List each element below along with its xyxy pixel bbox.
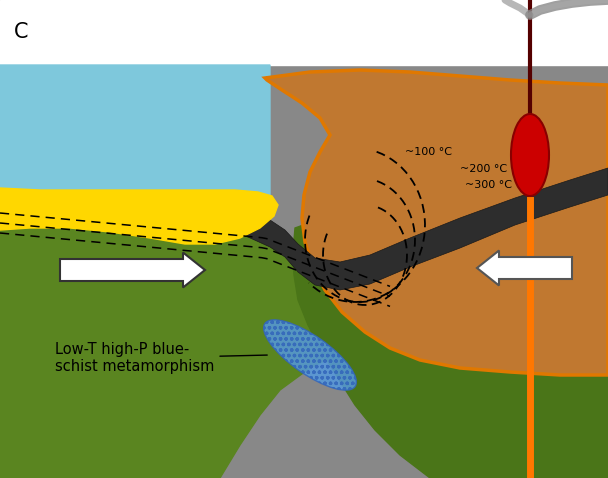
Ellipse shape bbox=[511, 114, 549, 196]
Polygon shape bbox=[0, 65, 270, 200]
FancyArrow shape bbox=[477, 250, 572, 285]
Polygon shape bbox=[293, 188, 608, 478]
Polygon shape bbox=[0, 190, 608, 478]
Text: ~200 °C: ~200 °C bbox=[460, 164, 507, 174]
Text: C: C bbox=[14, 22, 29, 42]
Text: ~100 °C: ~100 °C bbox=[405, 147, 452, 157]
Ellipse shape bbox=[264, 320, 356, 390]
Text: Low-T high-P blue-
schist metamorphism: Low-T high-P blue- schist metamorphism bbox=[55, 342, 268, 374]
Polygon shape bbox=[0, 188, 278, 244]
FancyArrow shape bbox=[60, 252, 205, 287]
Polygon shape bbox=[0, 0, 608, 65]
Polygon shape bbox=[0, 168, 608, 290]
Text: ~300 °C: ~300 °C bbox=[465, 180, 512, 190]
Polygon shape bbox=[265, 70, 608, 375]
